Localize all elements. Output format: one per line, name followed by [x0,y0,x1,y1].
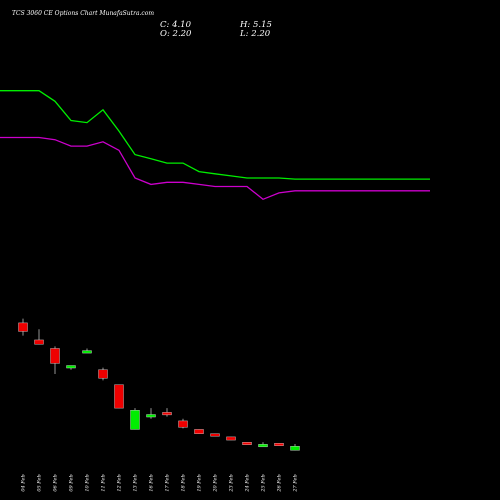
candle-body [114,384,124,409]
candle-body [226,436,236,441]
close-value: C: 4.10 [160,20,191,30]
candle-23-feb [226,436,236,441]
x-tick-label: 26 Feb [277,474,283,492]
x-tick-label: 25 Feb [261,474,267,492]
indicator-lines [0,90,430,201]
candle-body [18,322,28,332]
x-tick-label: 05 Feb [37,474,43,491]
candle-10-feb [82,348,92,354]
candle-25-feb [258,442,268,448]
open-value: O: 2.20 [160,29,192,39]
x-tick-label: 23 Feb [229,474,235,492]
candle-body [210,433,220,437]
candle-20-feb [210,433,220,437]
candle-body [162,412,172,416]
x-tick-label: 17 Feb [165,474,171,491]
candle-17-feb [162,408,172,417]
indicator-line-1 [0,90,430,180]
candle-19-feb [194,429,204,434]
x-tick-label: 18 Feb [181,474,187,491]
candle-04-feb [18,318,28,336]
candle-body [274,443,284,446]
candle-body [258,444,268,448]
candle-body [130,410,140,430]
high-value: H: 5.15 [240,20,272,30]
indicator-line-2 [0,136,430,201]
x-tick-label: 11 Feb [101,474,107,491]
x-tick-label: 24 Feb [245,474,251,492]
candle-body [290,446,300,451]
candle-body [242,442,252,445]
x-tick-label: 12 Feb [117,474,123,491]
candle-09-feb [66,365,76,370]
chart-title: TCS 3060 CE Options Chart MunafaSutra.co… [12,10,155,17]
candle-13-feb [130,408,140,430]
x-tick-label: 27 Feb [293,474,299,492]
candle-27-feb [290,444,300,451]
candle-24-feb [242,442,252,445]
low-value: L: 2.20 [240,29,271,39]
candle-18-feb [178,418,188,429]
candle-body [82,350,92,354]
x-tick-label: 19 Feb [197,474,203,491]
candle-05-feb [34,329,44,345]
x-tick-label: 16 Feb [149,474,155,491]
x-tick-label: 06 Feb [53,474,59,491]
candle-body [66,365,76,369]
candle-12-feb [114,384,124,409]
x-axis-ticks: 04 Feb 05 Feb 06 Feb 09 Feb 10 Feb 11 Feb 12 F… [21,474,299,492]
x-tick-label: 10 Feb [85,474,91,491]
x-tick-label: 13 Feb [133,474,139,491]
x-tick-label: 09 Feb [69,474,75,491]
candle-11-feb [98,367,108,381]
candle-body [146,414,156,418]
candle-body [98,369,108,379]
candle-body [50,348,60,364]
candles [18,318,300,451]
candle-06-feb [50,346,60,375]
candle-16-feb [146,408,156,419]
x-tick-label: 04 Feb [21,474,27,491]
x-tick-label: 20 Feb [213,474,219,492]
candle-body [178,420,188,428]
candle-body [194,429,204,434]
candle-body [34,339,44,345]
candle-26-feb [274,443,284,446]
